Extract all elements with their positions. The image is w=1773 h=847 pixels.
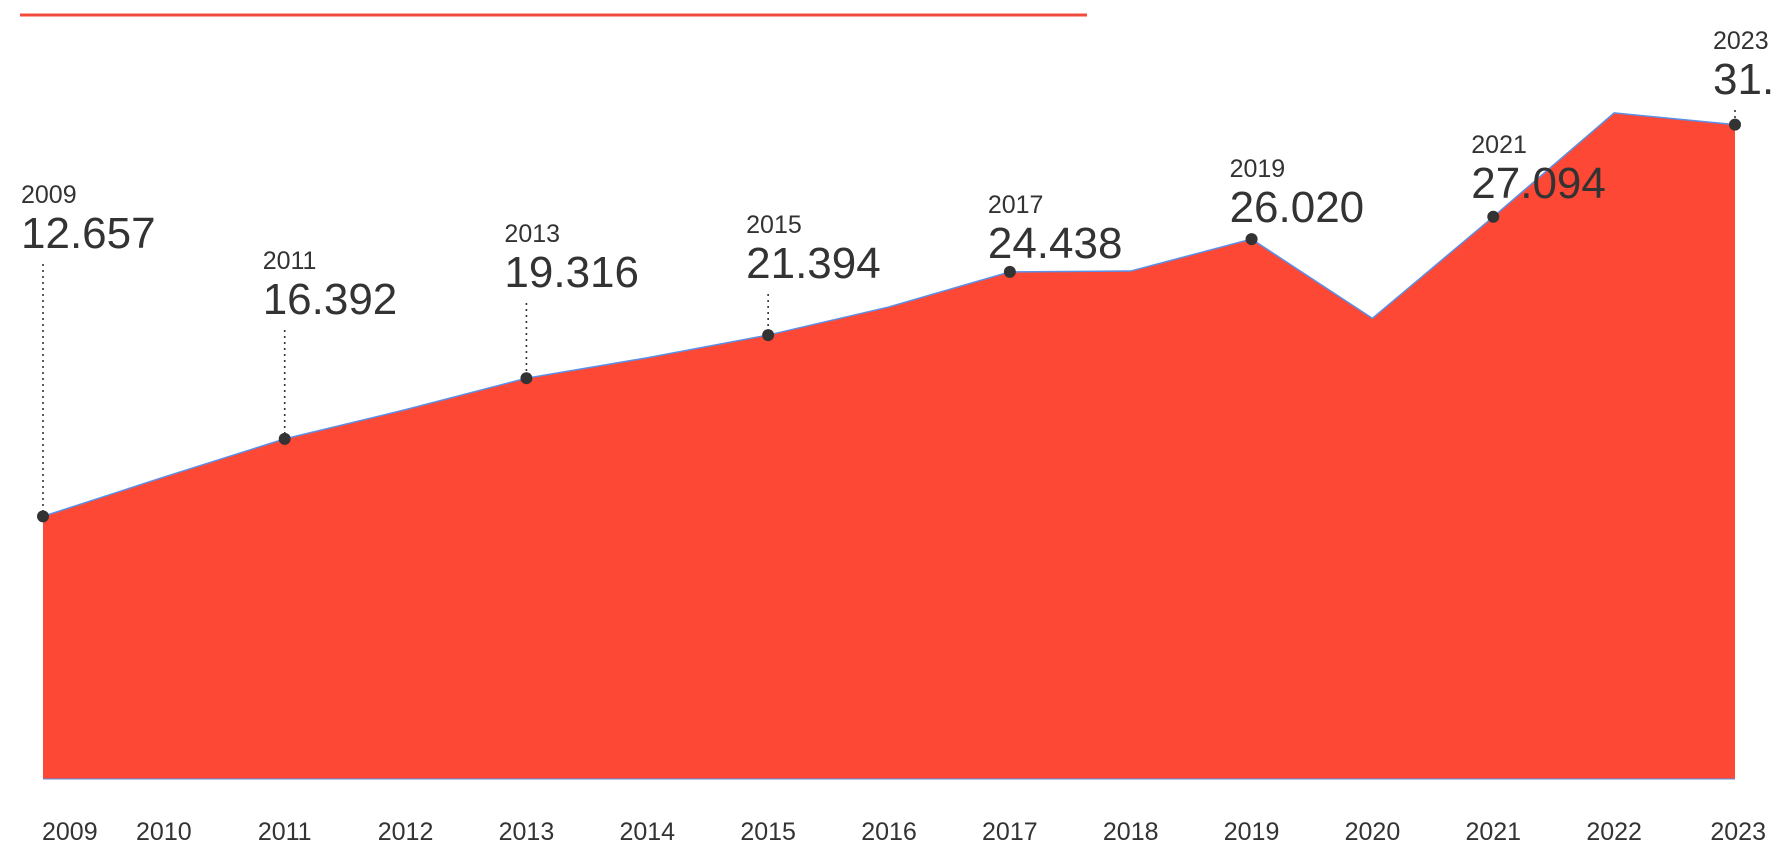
x-tick-label: 2017 [982,818,1038,846]
callout-year-label: 2021 [1471,131,1527,159]
x-tick-label: 2020 [1345,818,1401,846]
x-tick-label: 2019 [1224,818,1280,846]
x-tick-label: 2016 [861,818,917,846]
x-tick-label: 2018 [1103,818,1159,846]
callout-year-label: 2013 [504,220,560,248]
area-series-edge [42,112,1736,518]
x-tick-label: 2010 [136,818,192,846]
data-point-marker [1245,233,1258,246]
callout-year-label: 2009 [21,181,77,209]
callout-value-label: 21.394 [746,239,881,288]
x-tick-label: 2023 [1710,818,1766,846]
data-point-marker [278,432,291,445]
x-axis: 2009 2010 2011 2012 2013 2014 2015 2016 2017 2018… [42,818,1766,846]
data-point-marker [762,329,775,342]
x-tick-label: 2015 [740,818,796,846]
x-tick-label: 2011 [258,818,312,846]
callout-value-label: 16.392 [263,275,398,324]
data-point-marker [1003,265,1016,278]
callout-value-label: 24.438 [988,219,1123,268]
callout-year-label: 2017 [988,191,1044,219]
callout-year-label: 2019 [1230,155,1286,183]
callout-year-label: 2011 [263,247,317,275]
data-point-marker [37,510,49,523]
data-point-marker [1487,210,1500,223]
x-tick-label: 2022 [1586,818,1642,846]
callout-value-label: 19.316 [504,248,639,297]
x-tick-label: 2021 [1465,818,1521,846]
area-series [43,112,1735,780]
x-tick-label: 2009 [42,818,98,846]
callout-year-label: 2023 [1713,27,1769,55]
data-point-marker [1729,118,1741,131]
area-layer [42,112,1736,780]
callout-value-label: 27.094 [1471,159,1606,208]
callout-year-label: 2015 [746,211,802,239]
callout-value-label: 26.020 [1230,183,1365,232]
callout-value-label: 31.535 [1713,55,1773,104]
x-tick-label: 2014 [619,818,675,846]
callout-value-label: 12.657 [21,209,156,258]
x-tick-label: 2012 [378,818,434,846]
x-tick-label: 2013 [499,818,555,846]
data-point-marker [520,372,533,385]
